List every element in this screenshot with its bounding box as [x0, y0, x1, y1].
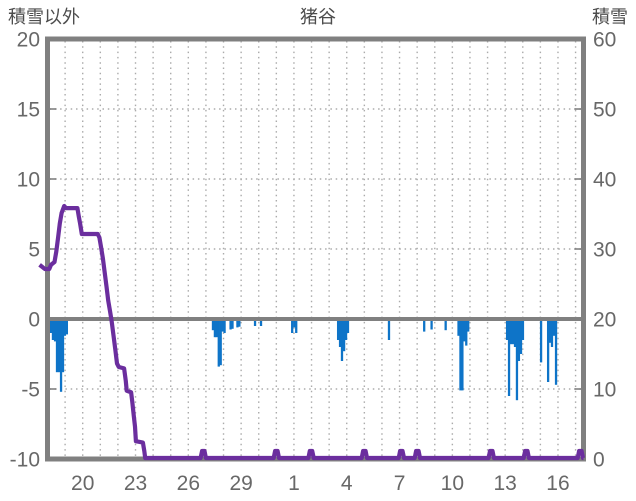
bar	[338, 319, 342, 347]
bar	[550, 319, 554, 347]
bar	[63, 319, 67, 336]
bar	[546, 319, 550, 382]
bar	[507, 319, 511, 396]
x-axis-tick-label: 7	[394, 472, 406, 495]
bar	[236, 319, 239, 328]
bar	[231, 319, 234, 329]
right-axis-tick-label: 20	[593, 309, 616, 332]
bar	[511, 319, 515, 345]
bar	[342, 319, 346, 352]
bar	[430, 319, 433, 330]
bar	[215, 319, 218, 338]
bar	[554, 319, 558, 385]
gridlines	[49, 41, 582, 457]
x-axis-tick-label: 26	[177, 472, 200, 495]
right-axis-tick-label: 60	[593, 29, 616, 52]
right-axis-tick-label: 0	[593, 449, 605, 472]
bar	[211, 319, 215, 331]
snow-depth-line	[38, 203, 586, 461]
bar	[65, 319, 69, 335]
left-axis-tick-label: 5	[28, 239, 40, 262]
bar	[336, 319, 340, 340]
bar	[293, 319, 296, 328]
left-axis-title: 積雪以外	[8, 7, 80, 27]
bar	[505, 319, 509, 340]
bar	[539, 319, 543, 363]
bar	[295, 319, 298, 333]
bar	[513, 319, 517, 347]
right-axis-tick-label: 10	[593, 379, 616, 402]
left-axis-tick-label: 10	[17, 169, 40, 192]
bar	[552, 319, 556, 336]
bar	[219, 319, 222, 366]
bar	[223, 319, 226, 333]
bar	[521, 319, 525, 340]
bar	[49, 319, 53, 333]
bar	[457, 319, 460, 336]
bar	[238, 319, 241, 327]
bar	[59, 319, 63, 392]
bar	[291, 319, 294, 333]
bar	[346, 319, 350, 333]
right-axis-title: 積雪	[592, 7, 628, 27]
bar	[229, 319, 232, 330]
bar	[51, 319, 55, 340]
right-axis-tick-label: 30	[593, 239, 616, 262]
bar	[444, 319, 447, 331]
bar	[517, 319, 521, 361]
x-axis-tick-label: 10	[441, 472, 464, 495]
bar	[340, 319, 344, 361]
x-axis-tick-label: 23	[124, 472, 147, 495]
left-axis-tick-label: 0	[28, 309, 40, 332]
left-axis-tick-label: 20	[17, 29, 40, 52]
bar	[57, 319, 61, 373]
bar	[465, 319, 468, 346]
x-axis-tick-label: 20	[71, 472, 94, 495]
left-axis-tick-label: -10	[10, 449, 40, 472]
left-axis-tick-label: 15	[17, 99, 40, 122]
x-axis-tick-label: 13	[493, 472, 516, 495]
bar	[53, 319, 57, 342]
right-axis-tick-label: 50	[593, 99, 616, 122]
bar	[423, 319, 426, 332]
bar	[509, 319, 513, 345]
left-axis-tick-label: -5	[21, 379, 40, 402]
bar	[515, 319, 519, 401]
x-axis-tick-label: 1	[288, 472, 300, 495]
x-axis-tick-label: 16	[546, 472, 569, 495]
bar	[253, 319, 257, 326]
precip-bars-series	[47, 319, 558, 401]
x-axis-tick-label: 29	[229, 472, 252, 495]
bar	[217, 319, 220, 367]
bar	[461, 319, 464, 391]
right-axis-tick-label: 40	[593, 169, 616, 192]
bar	[519, 319, 523, 354]
chart-title: 猪谷	[300, 7, 336, 27]
bar	[467, 319, 470, 332]
bar	[259, 319, 263, 326]
bar	[459, 319, 462, 391]
x-axis-tick-label: 4	[341, 472, 353, 495]
bar	[387, 319, 391, 340]
bar	[221, 319, 224, 332]
bar	[55, 319, 59, 373]
bar	[344, 319, 348, 340]
bar	[463, 319, 466, 342]
bar	[548, 319, 552, 343]
bar	[213, 319, 217, 338]
bar	[61, 319, 65, 373]
